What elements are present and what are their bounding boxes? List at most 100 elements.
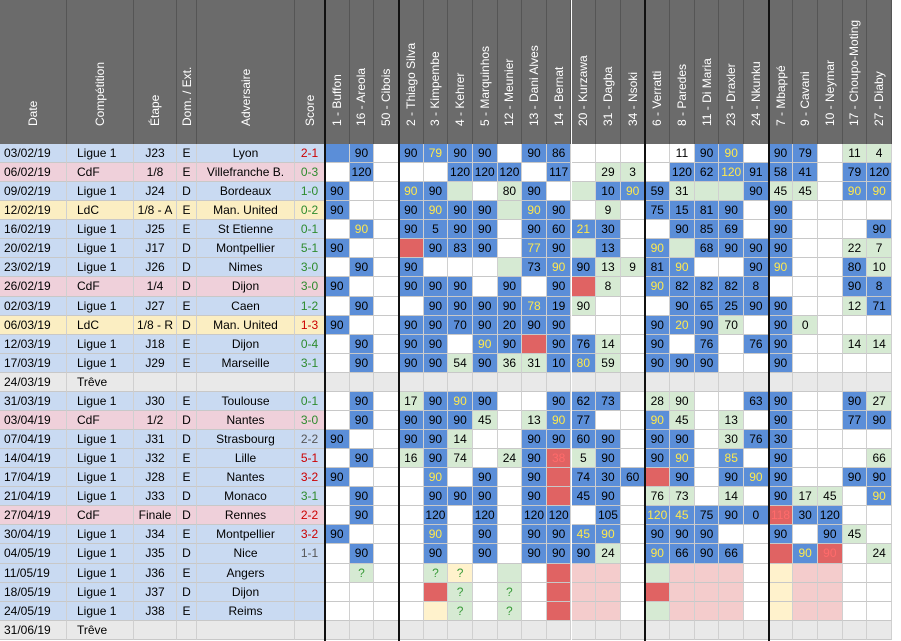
competition-cell: Ligue 1 xyxy=(67,563,134,583)
minutes-cell: 90 xyxy=(670,296,695,316)
stage-cell: J29 xyxy=(134,353,177,373)
competition-cell: LdC xyxy=(67,201,134,221)
minutes-cell xyxy=(374,487,399,507)
player-header: 17 - Choupo-Moting xyxy=(842,0,868,144)
competition-cell: LdC xyxy=(67,315,134,335)
minutes-cell: 10 xyxy=(546,353,572,373)
column-header-date: Date xyxy=(0,0,67,144)
minutes-cell: 60 xyxy=(620,468,646,488)
minutes-cell xyxy=(448,544,473,564)
minutes-cell xyxy=(620,296,646,316)
minutes-cell xyxy=(818,296,843,316)
venue-cell: E xyxy=(177,468,197,488)
minutes-cell xyxy=(398,372,424,392)
minutes-cell xyxy=(694,410,720,431)
minutes-cell: 90 xyxy=(448,144,473,164)
player-header: 50 - Cibois xyxy=(374,0,399,144)
minutes-cell: 120 xyxy=(349,163,375,183)
minutes-cell: 10 xyxy=(596,182,621,202)
minutes-cell xyxy=(374,201,399,221)
date-cell: 06/03/19 xyxy=(0,315,67,335)
minutes-cell xyxy=(546,182,572,202)
minutes-cell xyxy=(349,277,375,297)
minutes-cell xyxy=(423,163,449,183)
minutes-cell xyxy=(398,582,424,602)
minutes-cell xyxy=(818,372,843,392)
minutes-cell: 77 xyxy=(522,239,547,259)
minutes-cell: 90 xyxy=(349,144,375,164)
minutes-cell: 90 xyxy=(522,144,547,164)
minutes-cell xyxy=(596,563,621,583)
minutes-cell xyxy=(670,334,695,354)
minutes-cell: 90 xyxy=(349,544,375,564)
minutes-cell xyxy=(472,277,498,297)
minutes-cell xyxy=(645,563,671,583)
minutes-cell: 90 xyxy=(423,449,449,469)
minutes-cell: 66 xyxy=(670,544,695,564)
minutes-cell: 90 xyxy=(398,315,424,335)
stage-cell xyxy=(134,620,177,640)
minutes-cell: 81 xyxy=(645,258,671,278)
minutes-cell: 120 xyxy=(719,163,745,183)
minutes-cell xyxy=(325,372,350,392)
minutes-cell xyxy=(423,372,449,392)
opponent-cell: Reims xyxy=(197,601,295,621)
date-cell: 06/02/19 xyxy=(0,163,67,183)
minutes-cell xyxy=(793,410,818,431)
minutes-cell: 70 xyxy=(448,315,473,335)
minutes-cell xyxy=(571,144,597,164)
minutes-cell: 90 xyxy=(472,391,498,411)
minutes-cell: 90 xyxy=(768,334,794,354)
venue-cell: E xyxy=(177,563,197,583)
minutes-cell: 45 xyxy=(472,410,498,431)
minutes-cell xyxy=(793,372,818,392)
minutes-cell: 0 xyxy=(744,506,769,526)
date-cell: 31/03/19 xyxy=(0,391,67,411)
minutes-cell: 120 xyxy=(670,163,695,183)
minutes-cell: 78 xyxy=(522,296,547,316)
minutes-cell xyxy=(349,430,375,450)
minutes-cell: 120 xyxy=(546,506,572,526)
minutes-cell xyxy=(325,620,350,640)
minutes-cell: 76 xyxy=(744,334,769,354)
minutes-cell xyxy=(374,544,399,564)
minutes-cell xyxy=(719,391,745,411)
minutes-cell xyxy=(325,601,350,621)
minutes-cell xyxy=(325,449,350,469)
minutes-cell xyxy=(325,582,350,602)
minutes-cell: 30 xyxy=(596,468,621,488)
competition-cell: Ligue 1 xyxy=(67,430,134,450)
minutes-cell: 90 xyxy=(744,296,769,316)
minutes-cell: 82 xyxy=(670,277,695,297)
opponent-cell: Dijon xyxy=(197,582,295,602)
player-header: 6 - Verratti xyxy=(645,0,671,144)
minutes-cell xyxy=(374,315,399,335)
minutes-cell xyxy=(818,258,843,278)
date-cell: 26/02/19 xyxy=(0,277,67,297)
minutes-cell xyxy=(744,487,769,507)
minutes-cell xyxy=(398,525,424,545)
minutes-cell: 14 xyxy=(596,334,621,354)
minutes-cell: 90 xyxy=(645,525,671,545)
minutes-cell xyxy=(793,201,818,221)
minutes-cell xyxy=(497,620,523,640)
minutes-cell xyxy=(694,391,720,411)
minutes-cell: 90 xyxy=(719,201,745,221)
minutes-cell: 90 xyxy=(867,410,892,431)
minutes-cell xyxy=(744,525,769,545)
minutes-cell xyxy=(694,582,720,602)
score-cell: 3-2 xyxy=(295,468,325,488)
minutes-cell xyxy=(497,372,523,392)
minutes-cell xyxy=(448,468,473,488)
minutes-cell xyxy=(793,391,818,411)
stage-cell: J17 xyxy=(134,239,177,259)
minutes-cell: 3 xyxy=(620,163,646,183)
minutes-cell: 90 xyxy=(842,277,868,297)
minutes-cell: 16 xyxy=(398,449,424,469)
competition-cell: Ligue 1 xyxy=(67,468,134,488)
stage-cell: J26 xyxy=(134,258,177,278)
minutes-cell xyxy=(744,410,769,431)
minutes-cell: 76 xyxy=(645,487,671,507)
minutes-cell: 90 xyxy=(768,410,794,431)
minutes-cell xyxy=(620,372,646,392)
